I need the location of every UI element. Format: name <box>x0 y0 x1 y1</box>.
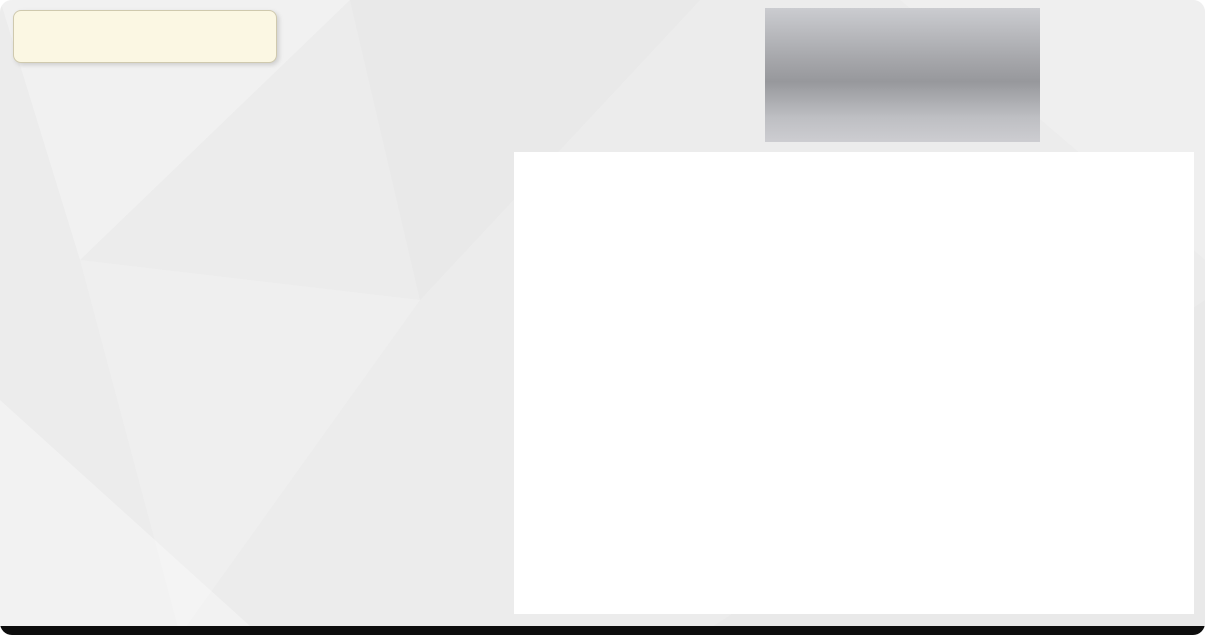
slide-bottom-bar <box>0 626 1205 635</box>
page-title <box>13 10 277 63</box>
filters-photo-image <box>765 8 1040 142</box>
spectral-distribution-chart <box>514 152 1194 614</box>
spectral-chart-panel <box>514 152 1194 614</box>
